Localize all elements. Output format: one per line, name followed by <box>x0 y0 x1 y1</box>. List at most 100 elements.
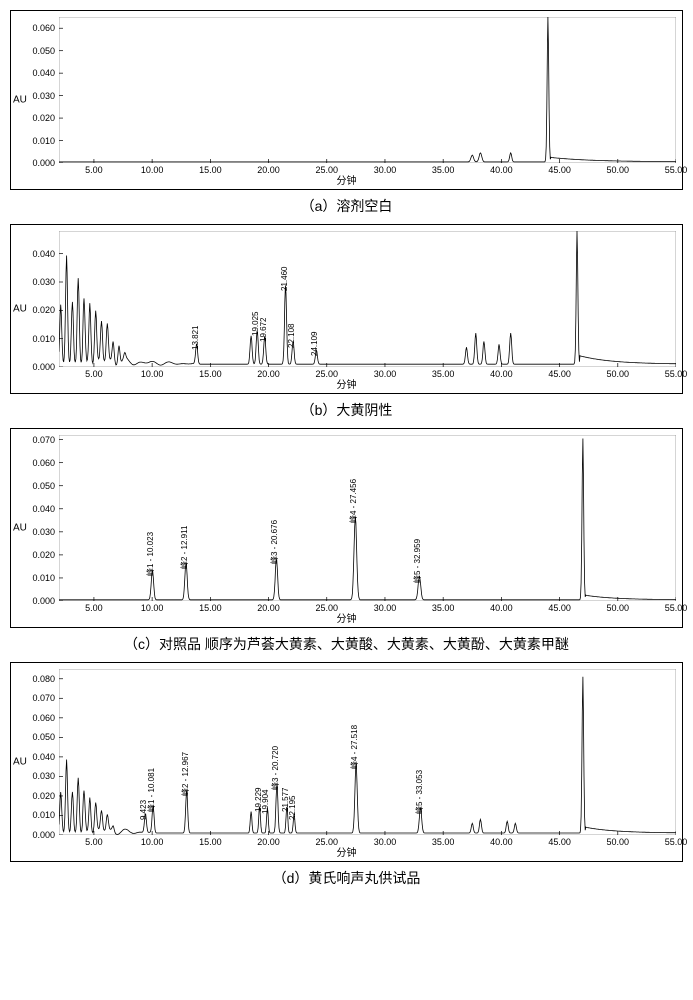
x-tick-label: 40.00 <box>490 604 513 613</box>
peak-label: 峰3 - 20.720 <box>272 746 280 790</box>
peak-label: 峰3 - 20.676 <box>271 520 279 564</box>
x-tick-label: 50.00 <box>607 370 630 379</box>
peak-label: 峰5 - 33.053 <box>416 770 424 814</box>
x-tick-label: 5.00 <box>85 604 103 613</box>
peak-label: 峰1 - 10.023 <box>147 532 155 576</box>
peak-label: 24.109 <box>311 332 319 356</box>
chromatogram-panel-b: AU分钟0.0000.0100.0200.0300.0405.0010.0015… <box>10 224 683 420</box>
x-tick-label: 50.00 <box>607 838 630 847</box>
x-axis-label: 分钟 <box>337 172 357 187</box>
chart-box: AU分钟0.0000.0100.0200.0300.0400.0500.0605… <box>10 10 683 190</box>
y-tick-label: 0.000 <box>25 363 55 372</box>
x-tick-label: 30.00 <box>374 838 397 847</box>
x-tick-label: 10.00 <box>141 838 164 847</box>
chart-caption: （d）黄氏响声丸供试品 <box>10 868 683 888</box>
y-tick-label: 0.030 <box>25 278 55 287</box>
x-tick-label: 55.00 <box>665 604 688 613</box>
chromatogram-panel-d: AU分钟0.0000.0100.0200.0300.0400.0500.0600… <box>10 662 683 888</box>
x-tick-label: 15.00 <box>199 166 222 175</box>
peak-label: 19.672 <box>260 317 268 341</box>
chart-caption: （b）大黄阴性 <box>10 400 683 420</box>
y-tick-label: 0.030 <box>25 92 55 101</box>
chart-caption: （a）溶剂空白 <box>10 196 683 216</box>
x-tick-label: 50.00 <box>607 166 630 175</box>
y-tick-label: 0.080 <box>25 675 55 684</box>
x-tick-label: 20.00 <box>257 166 280 175</box>
y-tick-label: 0.050 <box>25 482 55 491</box>
chart-caption: （c）对照品 顺序为芦荟大黄素、大黄酸、大黄素、大黄酚、大黄素甲醚 <box>10 634 683 654</box>
y-tick-label: 0.060 <box>25 714 55 723</box>
x-tick-label: 35.00 <box>432 604 455 613</box>
peak-label: 22.195 <box>289 795 297 819</box>
y-tick-label: 0.040 <box>25 505 55 514</box>
peak-label: 峰2 - 12.967 <box>182 752 190 796</box>
x-tick-label: 45.00 <box>548 838 571 847</box>
y-tick-label: 0.040 <box>25 250 55 259</box>
chart-box: AU分钟0.0000.0100.0200.0300.0400.0500.0600… <box>10 662 683 862</box>
peak-label: 19.904 <box>262 789 270 813</box>
y-tick-label: 0.000 <box>25 831 55 840</box>
peak-label: 22.108 <box>288 323 296 347</box>
x-tick-label: 25.00 <box>315 370 338 379</box>
x-tick-label: 30.00 <box>374 370 397 379</box>
y-tick-label: 0.020 <box>25 792 55 801</box>
plot-svg <box>59 435 676 601</box>
y-tick-label: 0.020 <box>25 306 55 315</box>
x-tick-label: 25.00 <box>315 604 338 613</box>
y-tick-label: 0.000 <box>25 159 55 168</box>
x-tick-label: 55.00 <box>665 838 688 847</box>
y-tick-label: 0.040 <box>25 753 55 762</box>
y-tick-label: 0.070 <box>25 694 55 703</box>
y-tick-label: 0.030 <box>25 528 55 537</box>
y-tick-label: 0.010 <box>25 137 55 146</box>
y-tick-label: 0.050 <box>25 733 55 742</box>
x-tick-label: 15.00 <box>199 370 222 379</box>
x-tick-label: 15.00 <box>199 838 222 847</box>
peak-label: 峰2 - 12.911 <box>181 526 189 569</box>
y-tick-label: 0.060 <box>25 459 55 468</box>
x-tick-label: 20.00 <box>257 604 280 613</box>
peak-label: 峰5 - 32.959 <box>414 539 422 583</box>
y-tick-label: 0.020 <box>25 551 55 560</box>
x-tick-label: 5.00 <box>85 166 103 175</box>
x-tick-label: 35.00 <box>432 166 455 175</box>
x-tick-label: 30.00 <box>374 166 397 175</box>
x-tick-label: 15.00 <box>199 604 222 613</box>
x-tick-label: 5.00 <box>85 370 103 379</box>
x-tick-label: 55.00 <box>665 370 688 379</box>
x-tick-label: 10.00 <box>141 604 164 613</box>
peak-label: 峰4 - 27.456 <box>350 479 358 523</box>
x-tick-label: 45.00 <box>548 370 571 379</box>
plot-svg <box>59 17 676 163</box>
x-tick-label: 5.00 <box>85 838 103 847</box>
x-tick-label: 55.00 <box>665 166 688 175</box>
x-tick-label: 50.00 <box>607 604 630 613</box>
plot-svg <box>59 231 676 367</box>
y-tick-label: 0.010 <box>25 335 55 344</box>
y-tick-label: 0.040 <box>25 69 55 78</box>
x-axis-label: 分钟 <box>337 610 357 625</box>
x-tick-label: 40.00 <box>490 370 513 379</box>
peak-label: 峰1 - 10.081 <box>148 768 156 812</box>
y-tick-label: 0.000 <box>25 597 55 606</box>
chart-box: AU分钟0.0000.0100.0200.0300.0400.0500.0600… <box>10 428 683 628</box>
x-tick-label: 10.00 <box>141 166 164 175</box>
x-tick-label: 35.00 <box>432 838 455 847</box>
chromatogram-trace <box>59 231 676 365</box>
peak-label: 21.460 <box>281 266 289 290</box>
y-tick-label: 0.010 <box>25 811 55 820</box>
chromatogram-trace <box>59 17 676 162</box>
x-tick-label: 25.00 <box>315 166 338 175</box>
y-tick-label: 0.050 <box>25 47 55 56</box>
y-tick-label: 0.010 <box>25 574 55 583</box>
peak-label: 13.821 <box>192 326 200 350</box>
x-tick-label: 30.00 <box>374 604 397 613</box>
x-tick-label: 45.00 <box>548 604 571 613</box>
chromatogram-panel-c: AU分钟0.0000.0100.0200.0300.0400.0500.0600… <box>10 428 683 654</box>
x-tick-label: 40.00 <box>490 166 513 175</box>
x-tick-label: 45.00 <box>548 166 571 175</box>
x-tick-label: 25.00 <box>315 838 338 847</box>
x-tick-label: 20.00 <box>257 838 280 847</box>
x-tick-label: 40.00 <box>490 838 513 847</box>
x-tick-label: 35.00 <box>432 370 455 379</box>
